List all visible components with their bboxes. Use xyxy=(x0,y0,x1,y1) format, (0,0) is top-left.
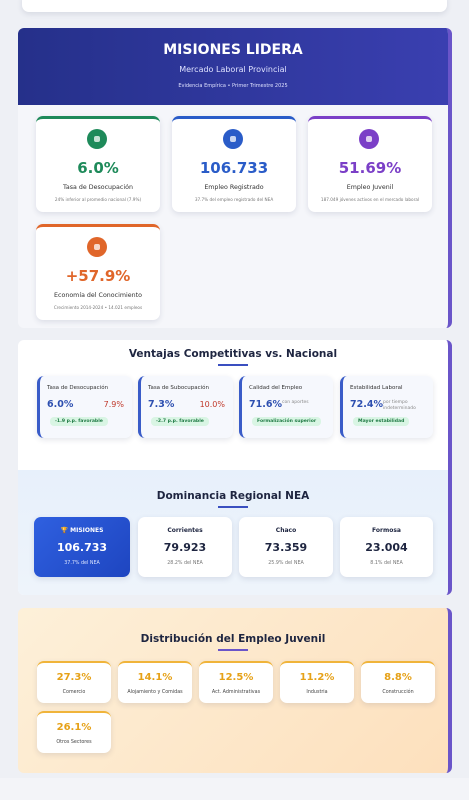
kpi-label: Economía del Conocimiento xyxy=(54,292,142,299)
advantage-card: Tasa de Desocupación 6.0% 7.9% -1.9 p.p. fa… xyxy=(37,376,132,438)
kpi-icon-dot xyxy=(94,244,100,250)
kpi-card: 51.69% Empleo Juvenil 187.049 jóvenes acti… xyxy=(308,116,432,212)
kpi-value: +57.9% xyxy=(65,267,131,285)
kpi-detail: Crecimiento 2014-2024 • 14.021 empleos xyxy=(53,305,143,310)
region-name: Chaco xyxy=(275,527,297,534)
advantage-label: Estabilidad Laboral xyxy=(350,385,403,391)
region-value: 23.004 xyxy=(365,541,408,554)
hero-subtitle: Mercado Laboral Provincial xyxy=(179,65,287,74)
youth-sector: Act. Administrativas xyxy=(211,690,261,695)
advantages-title: Ventajas Competitivas vs. Nacional xyxy=(128,348,338,360)
hero-header: MISIONES LIDERA Mercado Laboral Provinci… xyxy=(18,28,448,105)
region-name: Corrientes xyxy=(167,527,203,534)
region-value: 73.359 xyxy=(264,541,308,554)
kpi-icon xyxy=(223,129,243,149)
top-card xyxy=(22,0,447,12)
kpi-icon-dot xyxy=(94,136,100,142)
kpi-label: Tasa de Desocupación xyxy=(63,184,133,191)
kpi-icon xyxy=(87,129,107,149)
region-share: 25.9% del NEA xyxy=(268,561,304,566)
kpi-value: 51.69% xyxy=(338,159,402,177)
kpi-detail: 24% inferior al promedio nacional (7.9%) xyxy=(54,197,142,202)
youth-card: 8.8% Construcción xyxy=(361,661,435,703)
hero-note: Evidencia Empírica • Primer Trimestre 20… xyxy=(178,83,288,89)
youth-card: 11.2% Industria xyxy=(280,661,354,703)
region-card: Corrientes 79.923 28.2% del NEA xyxy=(138,517,232,577)
advantage-badge: -2.7 p.p. favorable xyxy=(151,417,209,426)
region-share: 8.1% del NEA xyxy=(370,561,403,566)
youth-value: 26.1% xyxy=(56,722,92,733)
title-underline xyxy=(218,364,248,366)
youth-card: 27.3% Comercio xyxy=(37,661,111,703)
advantage-card: Tasa de Subocupación 7.3% 10.0% -2.7 p.p. f… xyxy=(138,376,233,438)
region-value: 106.733 xyxy=(56,541,108,554)
youth-value: 11.2% xyxy=(299,672,335,683)
region-value: 79.923 xyxy=(163,541,207,554)
region-share: 28.2% del NEA xyxy=(167,561,203,566)
kpi-icon xyxy=(359,129,379,149)
advantage-national: 10.0% xyxy=(199,400,225,409)
kpi-icon-dot xyxy=(230,136,236,142)
region-share: 37.7% del NEA xyxy=(64,561,100,566)
kpi-value: 6.0% xyxy=(77,159,119,177)
hero-title: MISIONES LIDERA xyxy=(163,42,303,58)
advantage-qualifier: con aportes xyxy=(282,400,309,405)
region-card: Formosa 23.004 8.1% del NEA xyxy=(340,517,433,577)
region-card: Chaco 73.359 25.9% del NEA xyxy=(239,517,333,577)
youth-sector: Otros Sectores xyxy=(56,740,92,745)
kpi-icon-dot xyxy=(366,136,372,142)
advantage-card: Estabilidad Laboral 72.4% por tiempo indet… xyxy=(340,376,433,438)
advantage-label: Tasa de Desocupación xyxy=(47,385,109,391)
advantage-qualifier: por tiempo indeterminado xyxy=(383,400,416,411)
advantage-card: Calidad del Empleo 71.6% con aportes Formal… xyxy=(239,376,333,438)
kpi-label: Empleo Registrado xyxy=(204,184,264,191)
advantage-national: 7.9% xyxy=(103,400,124,409)
kpi-card: 6.0% Tasa de Desocupación 24% inferior al … xyxy=(36,116,160,212)
youth-value: 27.3% xyxy=(56,672,92,683)
youth-value: 14.1% xyxy=(137,672,173,683)
advantage-value: 6.0% xyxy=(47,399,74,410)
youth-card: 26.1% Otros Sectores xyxy=(37,711,111,753)
kpi-detail: 37.7% del empleo registrado del NEA xyxy=(194,197,274,202)
footer-bar xyxy=(0,778,469,800)
youth-sector: Construcción xyxy=(382,690,414,695)
kpi-icon xyxy=(87,237,107,257)
regional-title: Dominancia Regional NEA xyxy=(156,490,310,502)
kpi-value: 106.733 xyxy=(199,159,269,177)
advantage-value: 71.6% xyxy=(249,399,282,410)
advantage-label: Calidad del Empleo xyxy=(249,385,303,391)
youth-card: 12.5% Act. Administrativas xyxy=(199,661,273,703)
youth-card: 14.1% Alojamiento y Comidas xyxy=(118,661,192,703)
kpi-label: Empleo Juvenil xyxy=(346,184,394,191)
youth-sector: Alojamiento y Comidas xyxy=(127,690,183,695)
youth-sector: Industria xyxy=(306,690,328,695)
advantage-label: Tasa de Subocupación xyxy=(148,385,210,391)
advantage-badge: Formalización superior xyxy=(252,417,322,426)
youth-title: Distribución del Empleo Juvenil xyxy=(140,633,326,645)
youth-value: 8.8% xyxy=(384,672,412,683)
youth-value: 12.5% xyxy=(218,672,254,683)
title-underline xyxy=(218,506,248,508)
kpi-detail: 187.049 jóvenes activos en el mercado la… xyxy=(320,197,420,202)
kpi-card: +57.9% Economía del Conocimiento Crecimien… xyxy=(36,224,160,320)
title-underline xyxy=(218,649,248,651)
region-card: 🏆 MISIONES 106.733 37.7% del NEA xyxy=(34,517,130,577)
youth-sector: Comercio xyxy=(62,690,86,695)
region-name: Formosa xyxy=(372,527,401,534)
kpi-card: 106.733 Empleo Registrado 37.7% del empleo… xyxy=(172,116,296,212)
advantage-badge: Mayor estabilidad xyxy=(353,417,410,426)
region-name: 🏆 MISIONES xyxy=(60,527,104,534)
advantage-badge: -1.9 p.p. favorable xyxy=(50,417,108,426)
advantage-value: 7.3% xyxy=(148,399,175,410)
advantage-value: 72.4% xyxy=(350,399,383,410)
